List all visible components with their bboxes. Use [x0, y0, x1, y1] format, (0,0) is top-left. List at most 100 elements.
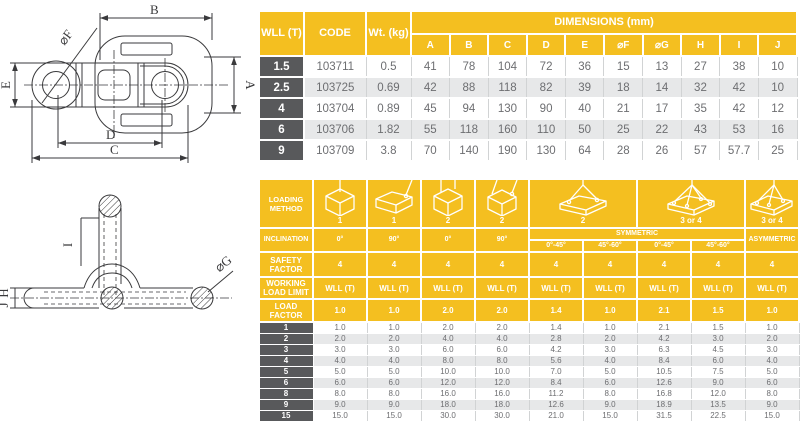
load-factor-value: 1.0 — [312, 298, 368, 323]
capacity-value-cell: 9.0 — [745, 399, 800, 411]
wll-row-header: 5 — [258, 366, 314, 378]
dimension-value-cell: 104 — [488, 56, 528, 78]
weight-column-header: Wt. (kg) — [365, 10, 412, 57]
capacity-value-cell: 3.0 — [691, 333, 746, 345]
dimension-value-cell: 25 — [758, 140, 798, 162]
dimension-value-cell: 55 — [411, 119, 451, 141]
load-capacity-row: 4 4.0 4.0 8.0 8.0 5.6 4.0 8.4 6.0 4.0 — [258, 355, 800, 367]
dimension-value-cell: 42 — [411, 77, 451, 99]
capacity-value-cell: 2.0 — [313, 333, 368, 345]
wll-unit-cell: WLL (T) — [474, 276, 530, 300]
load-factor-value: 1.5 — [690, 298, 746, 323]
dimension-value-cell: 22 — [642, 119, 682, 141]
dimension-letter-header: A — [410, 33, 451, 57]
dimension-value-cell: 17 — [642, 98, 682, 120]
capacity-value-cell: 5.6 — [529, 355, 584, 367]
capacity-value-cell: 6.0 — [691, 355, 746, 367]
dimension-value-cell: 82 — [526, 77, 566, 99]
wll-column-header: WLL (T) — [258, 10, 305, 57]
dimension-letter-header: D — [525, 33, 567, 57]
load-capacity-row: 8 8.0 8.0 16.0 16.0 11.2 8.0 16.8 12.0 8.0 — [258, 388, 800, 400]
capacity-value-cell: 4.0 — [367, 355, 422, 367]
technical-drawing: B — [0, 0, 258, 434]
product-code-cell: 103704 — [304, 98, 367, 120]
symmetric-angle: 45°-60° — [582, 239, 638, 253]
dimension-value-cell: 118 — [449, 119, 489, 141]
loading-method-cell: 1 — [312, 178, 368, 229]
dimension-letter-header: J — [757, 33, 798, 57]
working-load-limit-row: WORKING LOAD LIMIT WLL (T) WLL (T) WLL (T)… — [258, 276, 800, 300]
capacity-value-cell: 10.5 — [637, 366, 692, 378]
load-capacity-row: 6 6.0 6.0 12.0 12.0 8.4 6.0 12.6 9.0 6.0 — [258, 377, 800, 389]
capacity-value-cell: 6.0 — [583, 377, 638, 389]
dim-label-d: D — [106, 127, 115, 142]
capacity-value-cell: 4.0 — [475, 333, 530, 345]
load-factor-value: 1.0 — [744, 298, 800, 323]
capacity-value-cell: 18.0 — [421, 399, 476, 411]
dim-label-e: E — [0, 81, 13, 89]
weight-cell: 3.8 — [366, 140, 412, 162]
inclination-value: 0° — [312, 227, 368, 253]
capacity-value-cell: 1.0 — [745, 322, 800, 334]
dimension-value-cell: 38 — [719, 56, 759, 78]
safety-factor-value: 4 — [636, 251, 692, 278]
dim-label-i: I — [60, 243, 75, 247]
dim-label-f: ⌀F — [55, 27, 76, 48]
load-factor-value: 1.4 — [528, 298, 584, 323]
wll-row-header: 4 — [258, 355, 314, 367]
working-load-limit-label: WORKING LOAD LIMIT — [258, 276, 314, 300]
capacity-value-cell: 4.5 — [691, 344, 746, 356]
dimension-value-cell: 14 — [642, 77, 682, 99]
dimension-value-cell: 16 — [758, 119, 798, 141]
capacity-value-cell: 15.0 — [313, 410, 368, 422]
capacity-value-cell: 8.0 — [745, 388, 800, 400]
dimension-value-cell: 64 — [565, 140, 605, 162]
dimension-value-cell: 35 — [681, 98, 721, 120]
safety-factor-label: SAFETY FACTOR — [258, 251, 314, 278]
symmetric-header: SYMMETRIC — [528, 227, 746, 241]
wll-row-header: 9 — [258, 140, 305, 162]
dimension-value-cell: 18 — [603, 77, 644, 99]
capacity-value-cell: 8.0 — [583, 388, 638, 400]
product-code-cell: 103706 — [304, 119, 367, 141]
loading-method-cell: 3 or 4 — [636, 178, 746, 229]
wll-row-header: 15 — [258, 410, 314, 422]
dimension-value-cell: 12 — [758, 98, 798, 120]
inclination-row: INCLINATION 0° 90° 0° 90° SYMMETRIC ASYM… — [258, 227, 800, 253]
symmetric-angles-row: 0°-45° 45°-60° 0°-45° 45°-60° — [259, 239, 799, 253]
dimension-value-cell: 26 — [642, 140, 682, 162]
dim-label-c: C — [110, 142, 119, 157]
loading-method-count: 1 — [337, 216, 343, 225]
weight-cell: 0.5 — [366, 56, 412, 78]
capacity-value-cell: 2.0 — [367, 333, 422, 345]
symmetric-angle: 0°-45° — [636, 239, 692, 253]
pallet-two-leg-sling-icon — [530, 180, 636, 216]
capacity-value-cell: 8.0 — [421, 355, 476, 367]
capacity-value-cell: 2.0 — [475, 322, 530, 334]
load-factor-value: 1.0 — [582, 298, 638, 323]
capacity-value-cell: 1.5 — [691, 322, 746, 334]
capacity-value-cell: 31.5 — [637, 410, 692, 422]
capacity-value-cell: 3.0 — [313, 344, 368, 356]
load-capacity-row: 15 15.0 15.0 30.0 30.0 21.0 15.0 31.5 22.5 15.0 — [258, 410, 800, 422]
pallet-three-four-leg-sling-icon — [638, 180, 744, 216]
capacity-value-cell: 9.0 — [367, 399, 422, 411]
safety-factor-value: 4 — [420, 251, 476, 278]
capacity-value-cell: 4.2 — [529, 344, 584, 356]
wll-row-header: 4 — [258, 98, 305, 120]
wll-unit-cell: WLL (T) — [690, 276, 746, 300]
wll-unit-cell: WLL (T) — [528, 276, 584, 300]
safety-factor-value: 4 — [690, 251, 746, 278]
safety-factor-value: 4 — [744, 251, 800, 278]
capacity-value-cell: 8.0 — [313, 388, 368, 400]
capacity-value-cell: 9.0 — [691, 377, 746, 389]
dimension-value-cell: 140 — [449, 140, 489, 162]
loading-table-body: 1 1.0 1.0 2.0 2.0 1.4 1.0 2.1 1.5 1.0 2 2.0 2.0 4.0 4.… — [258, 322, 800, 422]
product-technical-drawing-svg: B — [0, 2, 258, 310]
weight-cell: 1.82 — [366, 119, 412, 141]
loading-method-count: 3 or 4 — [761, 216, 783, 225]
dimension-value-cell: 53 — [719, 119, 759, 141]
wll-unit-cell: WLL (T) — [312, 276, 368, 300]
capacity-value-cell: 2.1 — [637, 322, 692, 334]
